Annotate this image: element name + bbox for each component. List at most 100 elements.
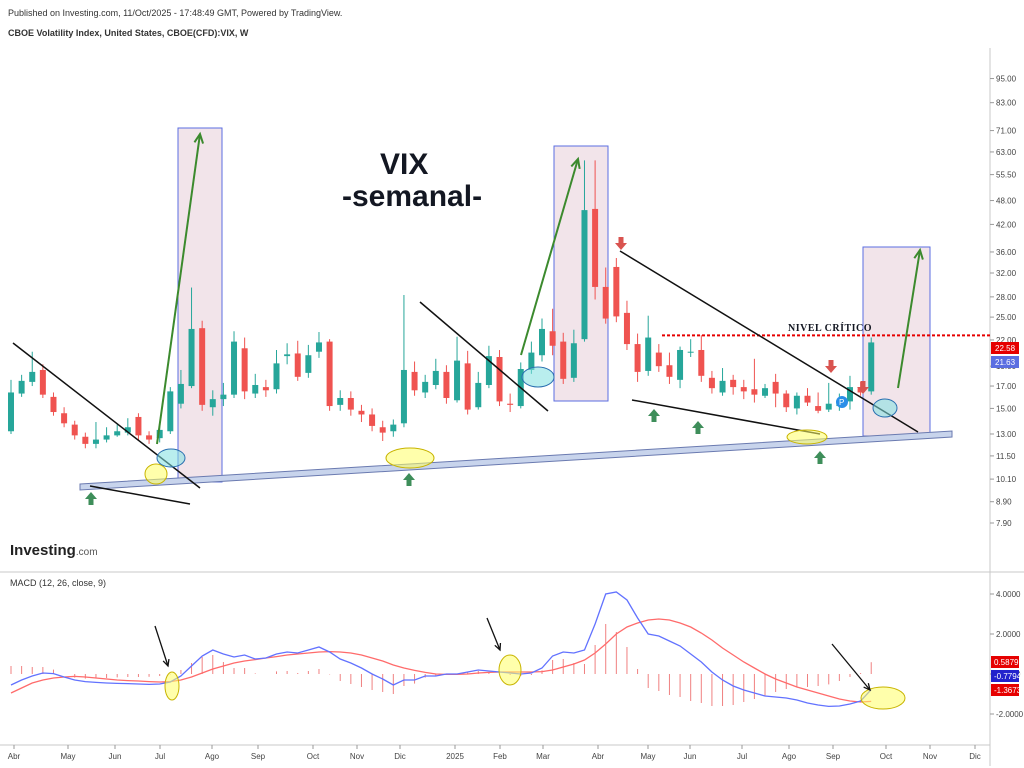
macd-tick-label: 4.0000 [996, 590, 1021, 599]
macd-cross-ellipse [860, 686, 906, 710]
time-tick-label: 2025 [446, 752, 464, 761]
candle-body [655, 352, 662, 367]
candle-body [719, 380, 726, 393]
time-tick-label: Oct [880, 752, 893, 761]
price-tick-label: 25.00 [996, 313, 1017, 322]
price-tick-label: 42.00 [996, 220, 1017, 229]
up-arrow-icon [692, 421, 704, 434]
macd-tick-label: -2.0000 [996, 710, 1024, 719]
candle-body [762, 388, 769, 396]
price-tick-label: 95.00 [996, 75, 1017, 84]
projection-arrowhead [193, 131, 205, 144]
candle-body [167, 391, 174, 432]
macd-value-tag [991, 670, 1019, 682]
pointer-arrow [486, 617, 501, 651]
chart-title-line1: VIX [380, 148, 429, 181]
highlight-boxes [177, 127, 931, 483]
breakout-highlight-ellipse [521, 366, 555, 388]
candle-body [273, 363, 280, 390]
candle-body [868, 342, 875, 392]
candle-body [804, 395, 811, 403]
candle-body [326, 341, 333, 407]
up-arrow-icon [648, 409, 660, 422]
up-arrow-icon [85, 492, 97, 505]
candle-body [602, 286, 609, 319]
candle-body [783, 393, 790, 408]
investing-logo: Investing.com [10, 542, 98, 559]
candle-body [740, 387, 747, 392]
trendlines [12, 131, 990, 505]
trendline [419, 301, 549, 412]
candle-body [793, 395, 800, 409]
candle-body [8, 392, 14, 432]
highlight-ellipses: P [144, 366, 898, 485]
candle-body [400, 369, 407, 424]
candle-body [592, 208, 599, 287]
candle-body [623, 312, 630, 345]
price-tag [991, 342, 1019, 354]
candle-body [209, 399, 216, 408]
breakout-highlight-ellipse [872, 398, 898, 418]
support-channel [79, 430, 953, 491]
candle-body [507, 403, 514, 405]
price-tick-label: 10.10 [996, 475, 1017, 484]
candle-body [305, 355, 312, 373]
macd-pane: 4.00002.00000.0000-2.00000.5879-0.7794-1… [10, 590, 1024, 719]
price-tick-label: 71.00 [996, 127, 1017, 136]
symbol-title: CBOE Volatility Index, United States, CB… [8, 28, 249, 38]
support-highlight-ellipse [786, 429, 828, 445]
candle-body [687, 351, 694, 353]
price-axis: 95.00 83.00 71.00 63.00 55.50 48.00 42.00 36.00… [990, 75, 1019, 528]
pointer-arrowhead [494, 642, 502, 652]
price-tick-label: 48.00 [996, 197, 1017, 206]
breakout-highlight-ellipse [156, 448, 186, 468]
up-arrow-icon [814, 451, 826, 464]
macd-value-label: 0.5879 [994, 658, 1019, 667]
macd-value-tag [991, 684, 1019, 696]
highlight-box [177, 127, 223, 483]
time-tick-label: Mar [536, 752, 550, 761]
up-arrow-icon [403, 473, 415, 486]
price-tick-label: 63.00 [996, 148, 1017, 157]
marker-circle [836, 396, 848, 408]
candle-body [475, 382, 482, 408]
candle-body [698, 349, 705, 376]
candle-body [347, 397, 354, 410]
candle-body [454, 360, 461, 401]
projection-arrowhead [913, 247, 924, 260]
time-tick-label: Sep [826, 752, 841, 761]
price-tick-label: 7.90 [996, 519, 1012, 528]
candle-body [156, 429, 163, 439]
trendline [631, 399, 821, 435]
candle-body [50, 396, 57, 413]
time-tick-label: Feb [493, 752, 507, 761]
macd-value-tag [991, 656, 1019, 668]
macd-cross-ellipse [164, 671, 180, 701]
pointer-arrow [831, 643, 871, 691]
pointer-arrowhead [162, 658, 170, 668]
candle-body [241, 348, 248, 392]
candle-body [18, 380, 25, 394]
time-tick-label: Abr [592, 752, 605, 761]
time-tick-label: Dic [969, 752, 981, 761]
candle-body [294, 353, 301, 377]
price-tick-label: 32.00 [996, 269, 1017, 278]
candle-body [124, 427, 131, 433]
price-tick-label: 55.50 [996, 171, 1017, 180]
candle-body [379, 427, 386, 433]
macd-label: MACD (12, 26, close, 9) [10, 578, 107, 588]
candle-body [730, 379, 737, 388]
candle-body [114, 431, 121, 436]
candle-body [613, 266, 620, 317]
macd-line [10, 591, 872, 708]
time-tick-label: Jun [684, 752, 697, 761]
candle-body [560, 341, 567, 379]
time-tick-label: May [60, 752, 75, 761]
candle-body [528, 352, 535, 370]
candle-body [61, 413, 68, 424]
support-band [79, 430, 953, 491]
price-tag [991, 356, 1019, 368]
down-arrow-icon [615, 237, 627, 250]
candle-body [220, 394, 227, 400]
